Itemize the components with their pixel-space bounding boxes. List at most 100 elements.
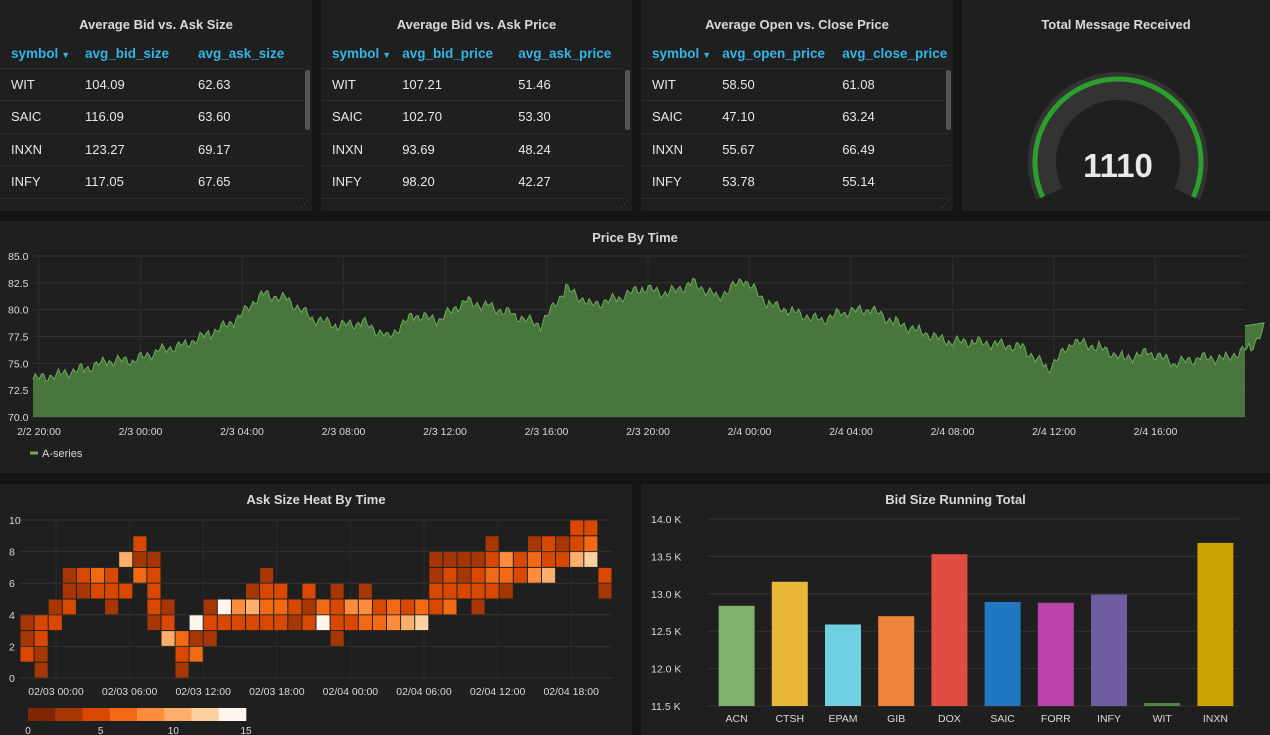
scrollbar[interactable] [946,70,951,130]
heat-cell [20,615,34,631]
heat-cell [358,583,372,599]
heat-cell [231,615,245,631]
y-tick-label: 13.5 K [651,551,681,563]
column-header-symbol[interactable]: symbol ▼ [0,40,74,69]
heat-cell [457,583,471,599]
price-by-time-panel: Price By Time 70.0 72.5 75.0 77.5 80.0 82.5 85… [0,221,1270,473]
y-tick-label: 85.0 [8,251,29,263]
heat-cell [175,646,189,662]
x-tick-label: 02/03 12:00 [175,686,231,698]
heat-cell [34,646,48,662]
column-header[interactable]: avg_close_price [831,40,950,69]
scrollbar[interactable] [305,70,310,130]
y-tick-label: 80.0 [8,305,29,317]
heat-cell [387,615,401,631]
column-header[interactable]: avg_open_price [711,40,832,69]
resize-grip-icon[interactable]: ⋰ [620,199,629,209]
heat-cell [372,599,386,615]
y-tick-label: 14.0 K [651,514,681,526]
heat-cell [133,552,147,567]
heat-cell [401,599,415,615]
table-panel-open-close-price: Average Open vs. Close Price symbol ▼ avg… [641,0,953,211]
heat-cell [330,599,344,615]
heat-cell [527,536,541,552]
column-header-symbol[interactable]: symbol ▼ [321,40,392,69]
heat-cell [302,599,316,615]
y-tick-label: 70.0 [8,412,29,424]
heat-cell [203,615,217,631]
heat-cell [274,583,288,599]
heat-cell [387,599,401,615]
data-table: symbol ▼ avg_bid_price avg_ask_price WIT 1… [321,40,624,199]
legend-swatch [41,708,56,721]
panel-title: Bid Size Running Total [885,492,1026,507]
x-tick-label: SAIC [990,713,1015,725]
column-header[interactable]: avg_ask_size [187,40,305,69]
x-tick-label: 2/3 04:00 [220,426,264,438]
heat-cell [415,615,429,631]
table-row: INXN 55.67 66.49 [641,133,950,166]
heat-cell [91,567,105,583]
heat-cell [203,599,217,615]
sort-caret-icon[interactable]: ▼ [702,50,712,61]
bar [771,581,808,706]
heat-cell [570,520,584,536]
panel-title: Average Bid vs. Ask Price [396,17,557,32]
heat-cell [598,567,612,583]
heat-cell [147,615,161,631]
column-header[interactable]: avg_bid_size [74,40,187,69]
heat-cell [570,536,584,552]
heat-cell [147,567,161,583]
bar [1037,602,1074,706]
heatmap-chart: 0 2 4 6 8 10 02/03 00:00 02/03 06:00 02/03 12:00… [9,515,612,735]
y-tick-label: 12.5 K [651,626,681,638]
heat-cell [133,536,147,552]
heat-cell [62,567,76,583]
x-tick-label: 2/3 20:00 [626,426,670,438]
heat-cell [429,552,443,567]
legend-swatch [177,708,192,721]
y-tick-label: 13.0 K [651,589,681,601]
y-tick-label: 82.5 [8,278,29,290]
column-header[interactable]: avg_ask_price [507,40,624,69]
legend-swatch [232,708,247,721]
heat-cell [330,583,344,599]
x-tick-label: CTSH [776,713,805,725]
gauge-svg: 1110 [1028,72,1208,201]
heat-cell [147,599,161,615]
heat-cell [260,567,274,583]
heat-cell [457,567,471,583]
x-tick-label: 02/04 18:00 [543,686,599,698]
x-tick-label: 02/03 00:00 [28,686,84,698]
bar [825,624,861,706]
x-tick-label: INFY [1097,713,1121,725]
legend-swatch [205,708,219,721]
resize-grip-icon[interactable]: ⋰ [300,199,309,209]
sort-caret-icon[interactable]: ▼ [382,50,392,61]
heat-cell [105,583,119,599]
heat-cell [161,631,175,646]
heat-cell [429,599,443,615]
x-tick-label: DOX [938,713,961,725]
heat-cell [542,567,556,583]
sort-caret-icon[interactable]: ▼ [61,50,71,61]
data-table: symbol ▼ avg_open_price avg_close_price W… [641,40,950,199]
legend-label[interactable]: A-series [42,448,83,460]
legend-tick-label: 10 [168,726,180,735]
y-tick-label: 12.0 K [651,664,681,676]
legend-swatch [28,708,42,721]
heat-cell [485,583,499,599]
resize-grip-icon[interactable]: ⋰ [941,199,950,209]
legend-swatch [164,708,179,721]
column-header-symbol[interactable]: symbol ▼ [641,40,712,69]
scrollbar[interactable] [625,70,630,130]
legend-swatch [150,708,165,721]
column-header[interactable]: avg_bid_price [391,40,508,69]
heat-cell [316,615,330,631]
legend-tick-label: 0 [25,726,31,735]
heat-cell [246,615,260,631]
heat-cell [471,583,485,599]
heat-cell [330,615,344,631]
y-tick-label: 75.0 [8,358,29,370]
table-row: SAIC 102.70 53.30 [321,100,624,134]
